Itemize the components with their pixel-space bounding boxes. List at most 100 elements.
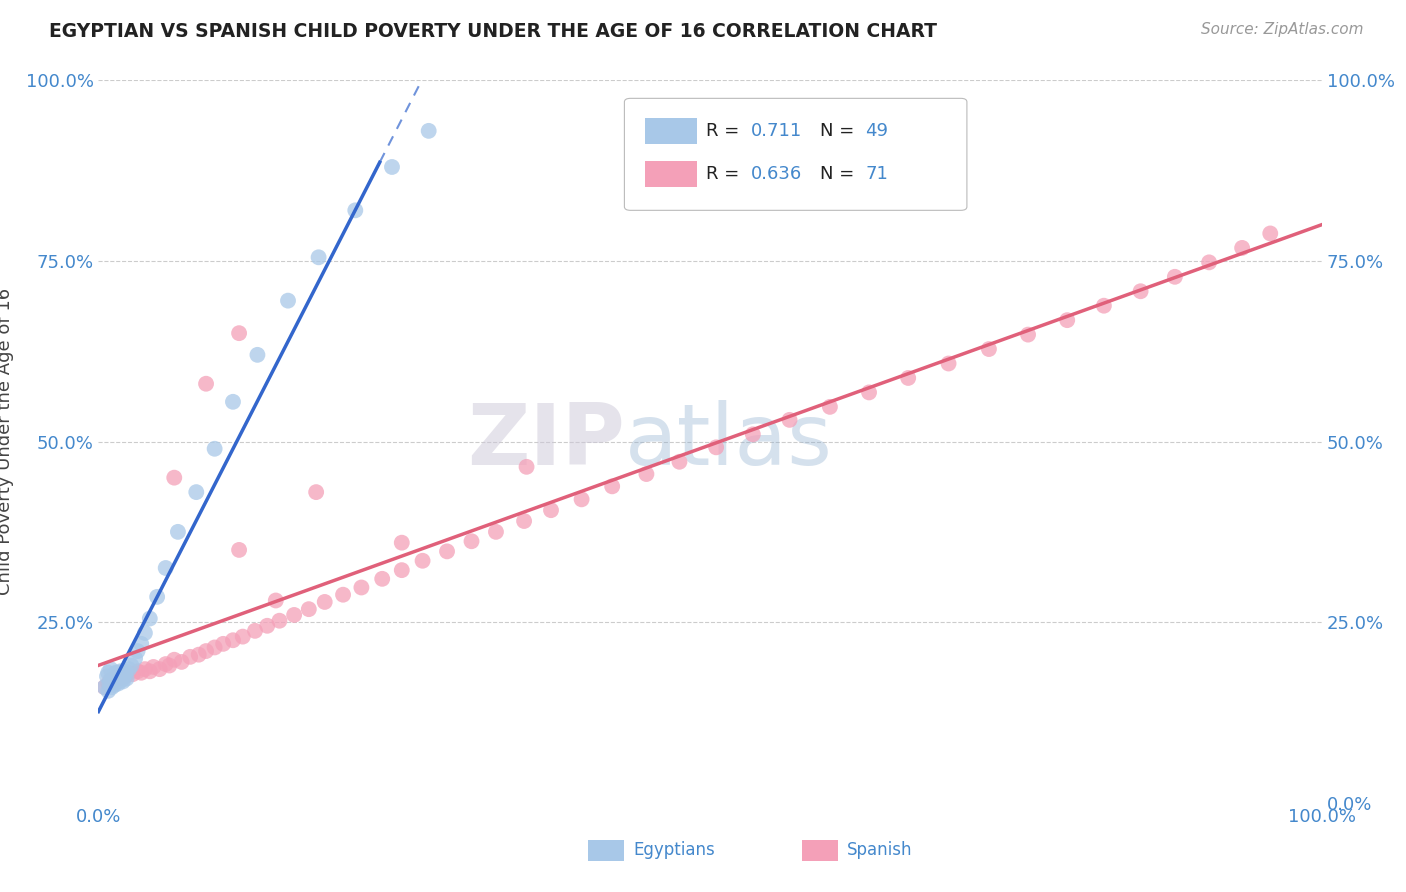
Text: ZIP: ZIP — [467, 400, 624, 483]
Point — [668, 455, 690, 469]
Text: Egyptians: Egyptians — [633, 841, 714, 859]
Point — [118, 665, 141, 680]
Point — [460, 534, 482, 549]
Point — [412, 554, 434, 568]
Point — [1129, 285, 1152, 299]
Point — [100, 673, 122, 687]
Point — [418, 124, 440, 138]
Point — [105, 669, 128, 683]
Point — [195, 376, 218, 391]
Point — [513, 514, 536, 528]
Point — [110, 665, 132, 679]
Point — [101, 680, 124, 694]
Point — [108, 665, 131, 680]
Point — [103, 669, 125, 683]
Point — [741, 427, 763, 442]
Point — [308, 250, 330, 264]
Point — [103, 678, 125, 692]
Point — [167, 524, 190, 539]
Point — [139, 665, 162, 679]
Point — [283, 607, 305, 622]
Point — [246, 348, 269, 362]
Point — [104, 672, 127, 686]
Text: atlas: atlas — [624, 400, 832, 483]
Point — [127, 665, 149, 679]
Point — [1056, 313, 1078, 327]
Point — [163, 470, 186, 484]
Point — [204, 442, 226, 456]
Point — [897, 371, 920, 385]
Point — [134, 626, 156, 640]
Point — [93, 680, 115, 694]
Point — [232, 630, 254, 644]
Text: N =: N = — [820, 122, 860, 140]
Point — [256, 619, 278, 633]
Point — [105, 674, 128, 689]
Point — [142, 660, 165, 674]
Point — [129, 637, 152, 651]
Point — [114, 667, 136, 681]
Text: 71: 71 — [865, 165, 889, 183]
Point — [277, 293, 299, 308]
Point — [381, 160, 404, 174]
Point — [704, 440, 727, 454]
Point — [485, 524, 508, 539]
Point — [228, 326, 250, 340]
Point — [436, 544, 458, 558]
Text: R =: R = — [706, 122, 745, 140]
Point — [111, 667, 134, 681]
Point — [314, 595, 336, 609]
Point — [515, 459, 537, 474]
Point — [204, 640, 226, 655]
Point — [163, 653, 186, 667]
Point — [179, 649, 201, 664]
Point — [101, 674, 124, 689]
Point — [243, 624, 266, 638]
Point — [600, 479, 623, 493]
Point — [157, 658, 180, 673]
FancyBboxPatch shape — [645, 118, 696, 144]
Point — [146, 590, 169, 604]
Point — [170, 655, 193, 669]
Point — [222, 633, 245, 648]
Text: 0.711: 0.711 — [751, 122, 801, 140]
Point — [195, 644, 218, 658]
Point — [305, 485, 328, 500]
Point — [269, 614, 291, 628]
Point — [100, 673, 122, 687]
Point — [118, 662, 141, 676]
Point — [228, 542, 250, 557]
Point — [104, 665, 127, 680]
FancyBboxPatch shape — [645, 161, 696, 187]
Point — [107, 676, 129, 690]
Point — [93, 680, 115, 694]
Point — [124, 651, 146, 665]
Point — [96, 669, 118, 683]
Point — [134, 662, 156, 676]
Text: Spanish: Spanish — [846, 841, 912, 859]
Point — [1017, 327, 1039, 342]
Text: N =: N = — [820, 165, 860, 183]
Point — [98, 676, 121, 690]
Point — [107, 669, 129, 683]
Point — [111, 665, 134, 680]
Text: Source: ZipAtlas.com: Source: ZipAtlas.com — [1201, 22, 1364, 37]
Point — [298, 602, 321, 616]
Point — [212, 637, 235, 651]
Text: 49: 49 — [865, 122, 889, 140]
Point — [108, 673, 131, 687]
Point — [818, 400, 841, 414]
Point — [636, 467, 658, 481]
FancyBboxPatch shape — [624, 98, 967, 211]
Point — [97, 676, 120, 690]
Point — [114, 669, 136, 683]
Point — [101, 672, 124, 686]
Text: EGYPTIAN VS SPANISH CHILD POVERTY UNDER THE AGE OF 16 CORRELATION CHART: EGYPTIAN VS SPANISH CHILD POVERTY UNDER … — [49, 22, 938, 41]
Point — [111, 674, 134, 689]
Point — [977, 342, 1000, 356]
Point — [344, 203, 367, 218]
Point — [1092, 299, 1115, 313]
Point — [97, 683, 120, 698]
Point — [540, 503, 562, 517]
Point — [114, 665, 136, 679]
